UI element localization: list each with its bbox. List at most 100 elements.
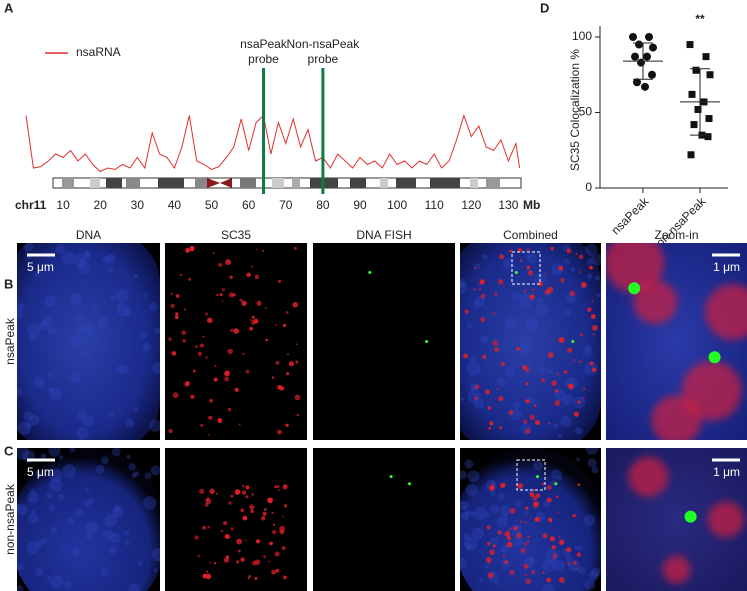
speckle (551, 380, 557, 386)
speckle (168, 428, 173, 434)
speckle (192, 369, 196, 373)
speckle (283, 504, 288, 508)
texture (126, 454, 131, 459)
speckle (168, 337, 172, 341)
panel-label: C (4, 443, 14, 458)
texture (49, 575, 64, 589)
speckle (582, 387, 586, 390)
texture (149, 419, 160, 432)
texture (527, 364, 534, 371)
zoom-box (516, 459, 546, 491)
micrograph (606, 243, 747, 440)
data-point (633, 78, 641, 87)
speckle (509, 507, 516, 514)
x-tick-label: 10 (56, 198, 70, 212)
speckle (578, 254, 584, 260)
speckle (484, 389, 490, 395)
speckle (525, 578, 532, 585)
texture (31, 509, 36, 514)
y-tick-label: 0 (585, 180, 592, 194)
texture (35, 470, 42, 477)
speckle (234, 489, 241, 495)
speckle (577, 483, 581, 487)
speckle (276, 485, 280, 489)
speckle (221, 288, 226, 292)
speckle (573, 411, 579, 417)
micrograph (460, 448, 601, 591)
x-tick-label: 80 (316, 198, 330, 212)
speckle (250, 319, 257, 325)
row-label: nsaPeak (3, 317, 17, 365)
speckle (532, 495, 538, 501)
speckle (271, 376, 275, 379)
speckle (558, 577, 565, 583)
x-unit-label: Mb (523, 198, 540, 212)
texture (69, 293, 82, 305)
image-bg (165, 243, 307, 440)
texture (496, 516, 509, 528)
data-point (704, 133, 712, 141)
speckle (558, 265, 564, 271)
speckle (239, 298, 243, 302)
texture (35, 539, 43, 548)
texture (110, 295, 116, 302)
x-tick-label: 20 (94, 198, 108, 212)
speckle (525, 382, 529, 385)
speckle (194, 345, 198, 349)
speckle (538, 281, 543, 287)
speckle (223, 557, 229, 563)
speckle (274, 551, 280, 557)
speckle (492, 340, 499, 347)
speckle (241, 490, 247, 495)
texture (570, 266, 576, 273)
speckle (295, 360, 299, 364)
texture (76, 427, 89, 440)
texture (460, 281, 468, 295)
speckle (494, 347, 499, 352)
texture (75, 312, 85, 323)
speckle (498, 396, 504, 402)
texture (521, 343, 532, 354)
speckle (579, 360, 582, 363)
texture (42, 315, 54, 326)
texture (576, 457, 581, 462)
speckle (245, 495, 249, 499)
speckle (489, 421, 494, 426)
fish-spot (571, 340, 575, 343)
speckle (217, 418, 223, 423)
texture (116, 302, 130, 317)
data-point (631, 52, 639, 61)
speckle (557, 511, 559, 514)
speckle (188, 277, 192, 281)
sc35-blob (633, 280, 678, 325)
column-header: SC35 (221, 228, 251, 242)
texture (496, 377, 506, 387)
speckle (537, 494, 540, 497)
texture (511, 291, 522, 302)
texture (152, 361, 160, 375)
texture (84, 249, 92, 257)
speckle (208, 433, 210, 436)
texture (128, 583, 141, 591)
texture (505, 367, 515, 378)
texture (467, 322, 473, 329)
speckle (491, 482, 494, 486)
speckle (502, 554, 506, 557)
texture (471, 527, 484, 540)
speckle (277, 385, 283, 391)
texture (463, 533, 471, 541)
speckle (245, 369, 250, 374)
speckle (261, 249, 265, 252)
column-header: Zoom-in (654, 228, 698, 242)
texture (69, 448, 76, 452)
speckle (276, 429, 282, 435)
speckle (526, 265, 531, 270)
speckle (262, 511, 267, 517)
speckle (586, 307, 592, 312)
speckle (558, 536, 561, 539)
texture (108, 411, 115, 418)
speckle (582, 396, 585, 399)
speckle (557, 373, 560, 375)
speckle (523, 289, 527, 293)
speckle (522, 419, 528, 424)
